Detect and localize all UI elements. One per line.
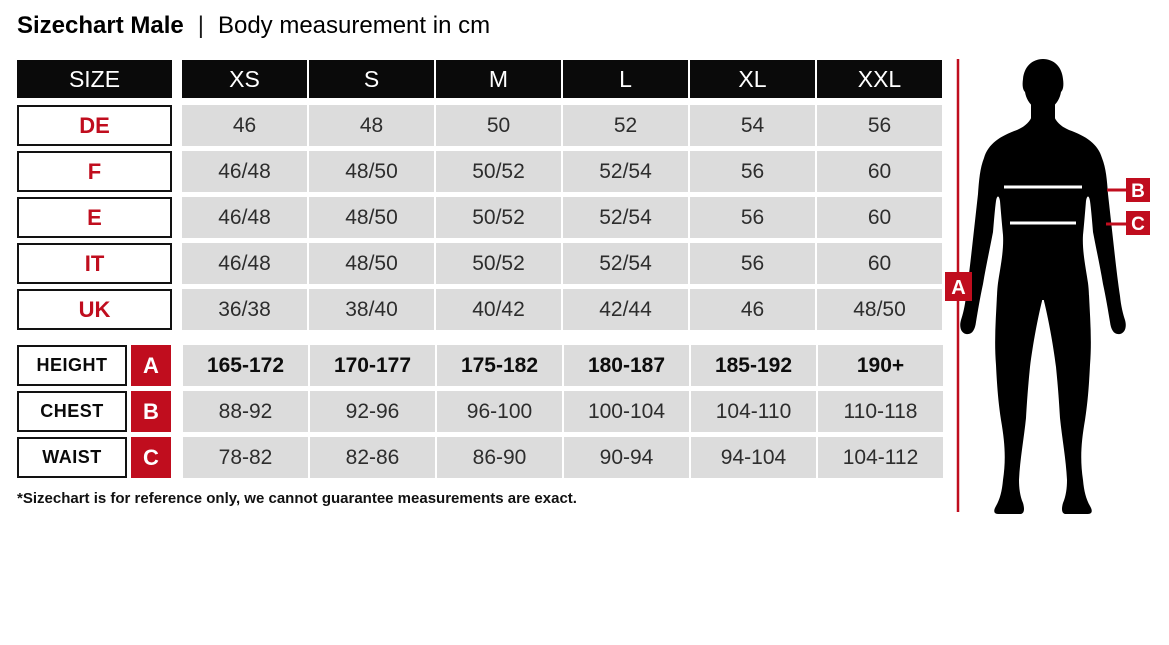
table-cell: 46/48 [182, 197, 307, 238]
page-title: Sizechart Male | Body measurement in cm [17, 12, 490, 40]
region-label-uk: UK [17, 289, 172, 330]
table-cell: 82-86 [310, 437, 435, 478]
body-figure: B C A [945, 59, 1150, 514]
figure-marker-c [1126, 211, 1150, 235]
size-chart-table: SIZE XS S M L XL XXL DE 46 48 50 52 54 5… [17, 60, 943, 483]
table-cell: 90-94 [564, 437, 689, 478]
table-cell: 60 [817, 151, 942, 192]
table-cell: 56 [690, 197, 815, 238]
table-row-height: HEIGHT A 165-172 170-177 175-182 180-187… [17, 345, 943, 386]
table-cell: 50/52 [436, 197, 561, 238]
table-cell: 190+ [818, 345, 943, 386]
table-cell: 175-182 [437, 345, 562, 386]
header-cell-xxl: XXL [817, 60, 942, 98]
table-row-waist: WAIST C 78-82 82-86 86-90 90-94 94-104 1… [17, 437, 943, 478]
table-cell: 52/54 [563, 151, 688, 192]
table-row-f: F 46/48 48/50 50/52 52/54 56 60 [17, 151, 943, 192]
table-cell: 46/48 [182, 243, 307, 284]
table-cell: 110-118 [818, 391, 943, 432]
table-cell: 48/50 [309, 197, 434, 238]
table-cell: 180-187 [564, 345, 689, 386]
table-cell: 78-82 [183, 437, 308, 478]
table-cell: 36/38 [182, 289, 307, 330]
table-row-de: DE 46 48 50 52 54 56 [17, 105, 943, 146]
table-cell: 56 [817, 105, 942, 146]
header-cell-size: SIZE [17, 60, 172, 98]
figure-marker-a-label: A [951, 277, 965, 299]
table-cell: 40/42 [436, 289, 561, 330]
region-label-de: DE [17, 105, 172, 146]
left-leg [994, 295, 1043, 514]
table-cell: 185-192 [691, 345, 816, 386]
table-row-e: E 46/48 48/50 50/52 52/54 56 60 [17, 197, 943, 238]
table-cell: 46 [182, 105, 307, 146]
table-cell: 170-177 [310, 345, 435, 386]
table-cell: 48/50 [309, 151, 434, 192]
header-cell-xl: XL [690, 60, 815, 98]
measure-label-waist: WAIST [17, 437, 127, 478]
title-subtitle: Body measurement in cm [217, 12, 491, 39]
footnote: *Sizechart is for reference only, we can… [17, 490, 577, 507]
table-row-uk: UK 36/38 38/40 40/42 42/44 46 48/50 [17, 289, 943, 330]
table-cell: 94-104 [691, 437, 816, 478]
figure-marker-c-label: C [1131, 214, 1145, 235]
table-cell: 60 [817, 243, 942, 284]
title-separator: | [197, 12, 204, 39]
marker-badge-a: A [131, 345, 171, 386]
table-cell: 38/40 [309, 289, 434, 330]
region-label-f: F [17, 151, 172, 192]
table-cell: 165-172 [183, 345, 308, 386]
marker-badge-b: B [131, 391, 171, 432]
table-cell: 48/50 [817, 289, 942, 330]
table-cell: 50/52 [436, 151, 561, 192]
table-cell: 48 [309, 105, 434, 146]
table-row-it: IT 46/48 48/50 50/52 52/54 56 60 [17, 243, 943, 284]
measure-label-chest: CHEST [17, 391, 127, 432]
table-cell: 52/54 [563, 197, 688, 238]
table-cell: 42/44 [563, 289, 688, 330]
table-cell: 50/52 [436, 243, 561, 284]
region-label-it: IT [17, 243, 172, 284]
table-cell: 100-104 [564, 391, 689, 432]
table-cell: 88-92 [183, 391, 308, 432]
header-cell-l: L [563, 60, 688, 98]
table-cell: 48/50 [309, 243, 434, 284]
header-cell-s: S [309, 60, 434, 98]
right-leg [1043, 295, 1092, 514]
table-cell: 52 [563, 105, 688, 146]
table-cell: 52/54 [563, 243, 688, 284]
table-cell: 54 [690, 105, 815, 146]
header-row: SIZE XS S M L XL XXL [17, 60, 943, 98]
table-cell: 56 [690, 151, 815, 192]
table-cell: 60 [817, 197, 942, 238]
figure-marker-a [945, 272, 972, 301]
table-cell: 96-100 [437, 391, 562, 432]
marker-badge-c: C [131, 437, 171, 478]
table-cell: 86-90 [437, 437, 562, 478]
table-cell: 92-96 [310, 391, 435, 432]
table-cell: 46/48 [182, 151, 307, 192]
table-cell: 56 [690, 243, 815, 284]
header-cell-m: M [436, 60, 561, 98]
table-cell: 50 [436, 105, 561, 146]
header-cell-xs: XS [182, 60, 307, 98]
table-cell: 104-110 [691, 391, 816, 432]
table-row-chest: CHEST B 88-92 92-96 96-100 100-104 104-1… [17, 391, 943, 432]
male-silhouette-icon [960, 59, 1126, 514]
title-main: Sizechart Male [17, 12, 184, 39]
figure-marker-b-label: B [1131, 181, 1145, 202]
table-cell: 104-112 [818, 437, 943, 478]
measure-label-height: HEIGHT [17, 345, 127, 386]
table-cell: 46 [690, 289, 815, 330]
figure-marker-b [1126, 178, 1150, 202]
region-label-e: E [17, 197, 172, 238]
